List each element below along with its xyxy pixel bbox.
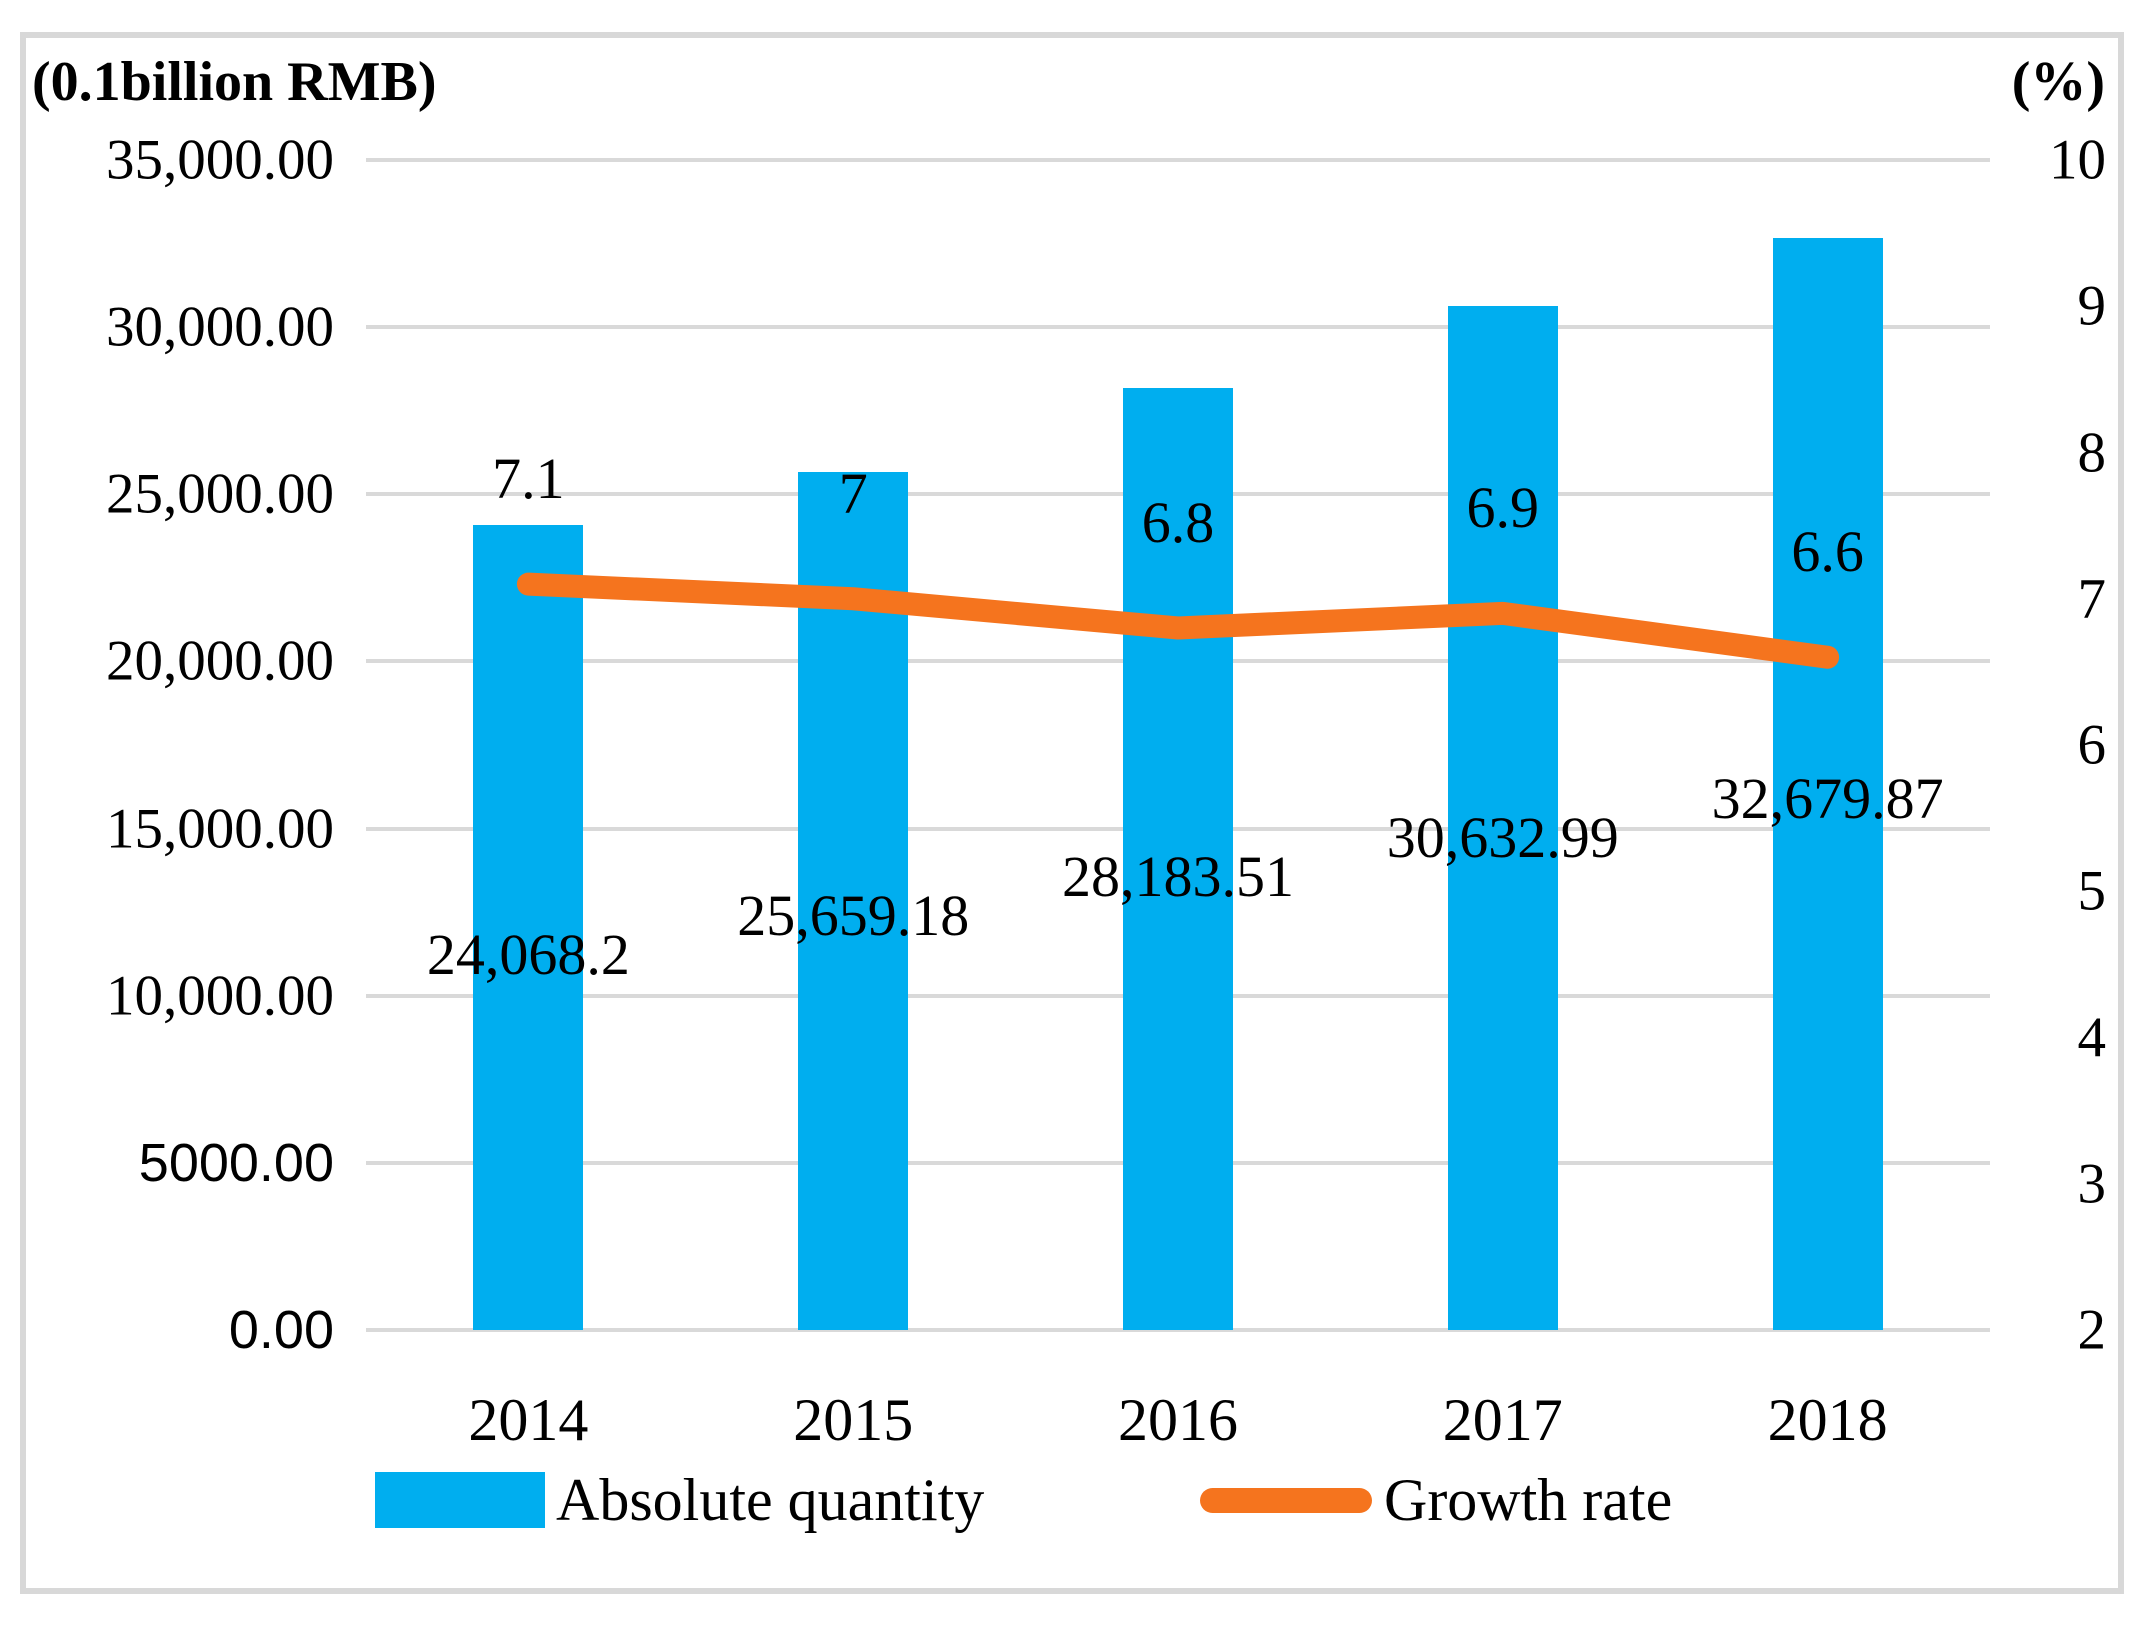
bar-value-label: 30,632.99 [1386,805,1619,870]
left-axis-title: (0.1billion RMB) [32,51,437,113]
bar-value-label: 28,183.51 [1062,844,1294,909]
gridline [366,1328,1990,1332]
x-axis-label-2018: 2018 [1767,1387,1888,1453]
right-axis-tick: 3 [2077,1152,2107,1216]
right-axis-tick: 4 [2077,1006,2107,1069]
line-value-label: 6.6 [1791,519,1864,585]
right-axis-tick: 5 [2077,859,2107,923]
right-axis-tick: 8 [2077,421,2107,484]
legend-line-swatch [1200,1488,1372,1513]
left-axis-tick: 20,000.00 [106,629,334,693]
right-axis-tick: 10 [2049,128,2106,192]
bar-2018 [1772,237,1883,1330]
left-axis-tick: 35,000.00 [106,128,334,192]
bar-value-label: 25,659.18 [737,883,970,948]
left-axis-tick: 5000.00 [138,1132,334,1193]
bar-2016 [1123,387,1233,1330]
line-value-label: 6.9 [1466,475,1540,541]
x-axis-label-2017: 2017 [1442,1387,1563,1453]
left-axis-tick: 0.00 [228,1300,334,1360]
right-axis-tick: 2 [2077,1298,2107,1362]
right-axis-title: (%) [2011,51,2105,113]
gridline [366,158,1990,162]
line-value-label: 7.1 [492,446,565,512]
gridline [366,325,1990,330]
left-axis-tick: 10,000.00 [106,964,334,1028]
legend-bar-swatch [375,1472,545,1528]
x-axis-label-2015: 2015 [793,1387,914,1453]
right-axis-tick: 7 [2077,567,2107,631]
legend-label-absolute-quantity: Absolute quantity [556,1467,985,1533]
left-axis-tick: 15,000.00 [106,797,334,861]
right-axis-tick: 6 [2077,713,2107,777]
x-axis-label-2016: 2016 [1118,1387,1238,1453]
legend-label-growth-rate: Growth rate [1384,1467,1673,1533]
left-axis-tick: 25,000.00 [106,462,334,526]
bar-value-label: 24,068.2 [426,922,630,987]
bar-value-label: 32,679.87 [1711,766,1944,831]
line-value-label: 6.8 [1141,490,1215,555]
right-axis-tick: 9 [2077,274,2107,338]
bar-2017 [1447,305,1558,1330]
left-axis-tick: 30,000.00 [106,295,334,359]
x-axis-label-2014: 2014 [468,1387,589,1453]
line-value-label: 7 [838,460,868,526]
